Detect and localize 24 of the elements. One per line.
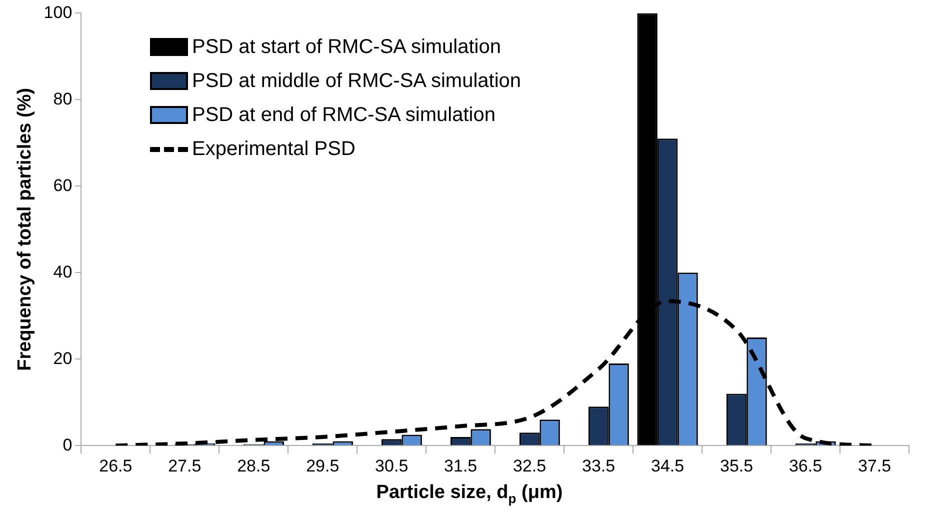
legend-label: PSD at middle of RMC-SA simulation bbox=[192, 70, 522, 92]
x-tick-label: 30.5 bbox=[375, 456, 408, 476]
y-tick-label: 20 bbox=[53, 348, 72, 368]
y-axis-title: Frequency of total particles (%) bbox=[14, 88, 36, 371]
y-tick-label: 80 bbox=[53, 89, 72, 108]
y-tick-label: 100 bbox=[44, 2, 72, 22]
x-axis-title: Particle size, d$_{p}$ (μm) bbox=[375, 482, 564, 506]
x-tick-label: 32.5 bbox=[513, 456, 546, 476]
y-tick-label: 40 bbox=[53, 262, 72, 282]
x-tick-label: 33.5 bbox=[582, 456, 616, 476]
legend-label: Experimental PSD bbox=[192, 138, 356, 160]
legend-label: PSD at start of RMC-SA simulation bbox=[192, 36, 501, 58]
y-tick-label: 0 bbox=[62, 435, 72, 454]
y-tick-label: 60 bbox=[53, 176, 72, 195]
x-tick-label: 31.5 bbox=[444, 456, 478, 476]
x-tick-label: 29.5 bbox=[306, 456, 340, 476]
x-tick-label: 28.5 bbox=[237, 456, 270, 476]
legend-label: PSD at end of RMC-SA simulation bbox=[192, 104, 496, 126]
x-tick-label: 27.5 bbox=[168, 456, 202, 476]
x-tick-label: 26.5 bbox=[99, 456, 132, 476]
x-tick-label: 35.5 bbox=[720, 456, 754, 476]
x-tick-label: 37.5 bbox=[858, 456, 892, 476]
x-tick-label: 34.5 bbox=[651, 456, 684, 476]
x-tick-label: 36.5 bbox=[788, 456, 822, 476]
